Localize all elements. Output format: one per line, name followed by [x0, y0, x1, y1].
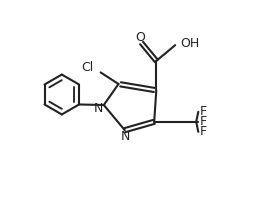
- Text: O: O: [136, 31, 146, 44]
- Text: OH: OH: [180, 37, 200, 50]
- Text: N: N: [121, 130, 130, 143]
- Text: F: F: [200, 125, 207, 138]
- Text: F: F: [200, 105, 207, 118]
- Text: N: N: [94, 102, 103, 115]
- Text: Cl: Cl: [81, 61, 93, 74]
- Text: F: F: [200, 115, 207, 128]
